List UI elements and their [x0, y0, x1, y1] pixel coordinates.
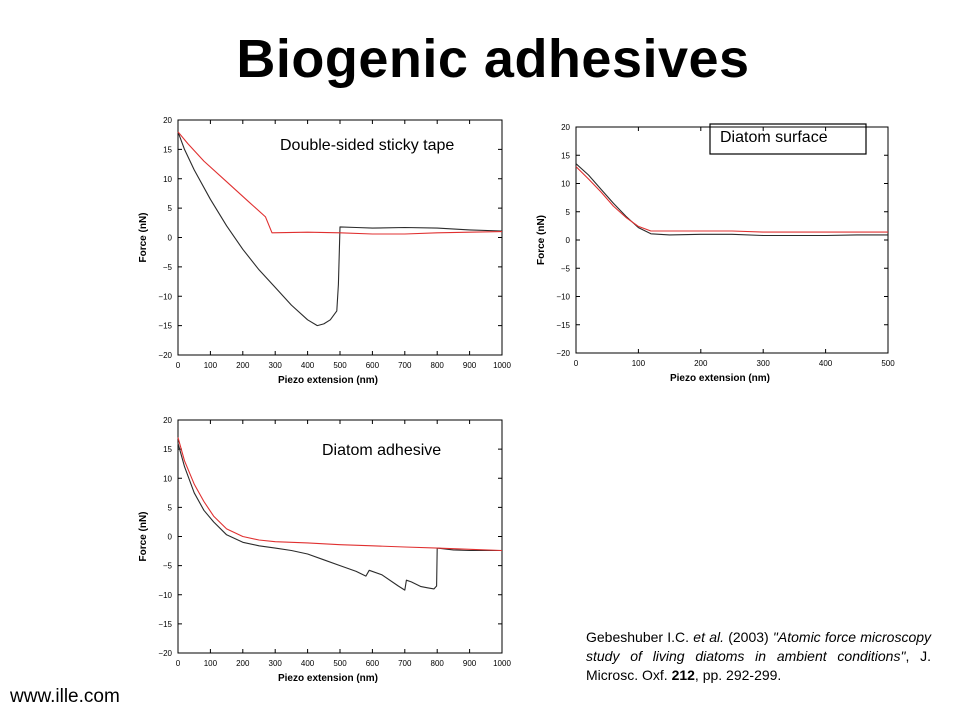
- x-tick-label: 1000: [493, 361, 511, 370]
- x-tick-label: 1000: [493, 659, 511, 668]
- x-tick-label: 300: [757, 359, 771, 368]
- y-tick-label: −15: [158, 620, 172, 629]
- x-tick-label: 200: [236, 361, 250, 370]
- y-tick-label: −10: [556, 293, 570, 302]
- x-tick-label: 500: [333, 659, 347, 668]
- x-tick-label: 900: [463, 659, 477, 668]
- chart-title: Diatom adhesive: [322, 442, 441, 459]
- y-tick-label: 15: [561, 151, 570, 160]
- citation-etal: et al.: [693, 629, 724, 645]
- y-tick-label: −5: [561, 264, 571, 273]
- x-axis-label: Piezo extension (nm): [670, 373, 770, 384]
- retract-curve: [177, 131, 503, 235]
- y-axis-label: Force (nN): [536, 215, 547, 265]
- x-tick-label: 100: [632, 359, 646, 368]
- citation-year: (2003): [728, 629, 769, 645]
- x-tick-label: 200: [694, 359, 708, 368]
- citation-paper-title: "Atomic force microscopy study of living…: [586, 629, 932, 664]
- citation-pages: , pp. 292-299.: [694, 667, 782, 683]
- x-tick-label: 0: [574, 359, 579, 368]
- y-tick-label: 15: [163, 145, 172, 154]
- approach-curve: [177, 443, 502, 591]
- y-tick-label: −10: [158, 591, 172, 600]
- chart-diatom-surface: 0 100 200 300 400 500 20 15 10 5 0 −5 −10 −15 −20 Piezo…: [536, 116, 906, 392]
- y-tick-label: 5: [168, 204, 173, 213]
- x-tick-label: 0: [176, 659, 181, 668]
- y-tick-label: −15: [158, 322, 172, 331]
- y-axis-label: Force (nN): [138, 512, 149, 562]
- x-tick-label: 700: [398, 361, 412, 370]
- chart-svg: 0 100 200 300 400 500 20 15 10 5 0 −5 −10 −15 −20 Piezo…: [536, 123, 895, 384]
- y-tick-label: 0: [168, 533, 173, 542]
- x-tick-label: 300: [269, 659, 283, 668]
- y-tick-label: −5: [163, 562, 173, 571]
- y-tick-label: 5: [566, 208, 571, 217]
- x-axis-label: Piezo extension (nm): [278, 375, 378, 386]
- y-tick-label: 15: [163, 445, 172, 454]
- x-axis-label: Piezo extension (nm): [278, 673, 378, 684]
- x-tick-label: 800: [431, 659, 445, 668]
- y-tick-label: 20: [163, 116, 172, 125]
- x-tick-label: 100: [204, 659, 218, 668]
- citation-authors: Gebeshuber I.C.: [586, 629, 690, 645]
- x-tick-label: 0: [176, 361, 181, 370]
- y-tick-label: −10: [158, 292, 172, 301]
- retract-curve: [575, 166, 888, 233]
- y-tick-label: 10: [163, 175, 172, 184]
- citation-journal: , J. Microsc. Oxf.: [586, 648, 931, 683]
- x-tick-label: 600: [366, 361, 380, 370]
- x-tick-label: 800: [431, 361, 445, 370]
- y-tick-label: 10: [561, 180, 570, 189]
- chart-svg: 0 100 200 300 400 500 600 700 800 900 1000 20 15 10 5 0…: [138, 416, 511, 684]
- x-tick-label: 500: [333, 361, 347, 370]
- approach-curve: [177, 131, 503, 327]
- x-tick-label: 300: [269, 361, 283, 370]
- x-tick-label: 600: [366, 659, 380, 668]
- approach-curve: [575, 163, 888, 237]
- x-tick-label: 700: [398, 659, 412, 668]
- chart-title: Diatom surface: [720, 129, 828, 146]
- y-tick-label: −20: [158, 351, 172, 360]
- x-tick-label: 200: [236, 659, 250, 668]
- x-tick-label: 400: [819, 359, 833, 368]
- x-tick-label: 900: [463, 361, 477, 370]
- y-tick-label: −15: [556, 321, 570, 330]
- x-tick-label: 400: [301, 361, 315, 370]
- x-tick-label: 400: [301, 659, 315, 668]
- citation-volume: 212: [671, 667, 695, 683]
- y-tick-label: −20: [556, 349, 570, 358]
- y-tick-label: 20: [561, 123, 570, 132]
- y-tick-label: −20: [158, 649, 172, 658]
- plot-frame: [575, 126, 889, 354]
- chart-diatom-adhesive: 0 100 200 300 400 500 600 700 800 900 1000 20 15 10 5 0…: [120, 410, 520, 694]
- retract-curve: [177, 437, 503, 552]
- y-tick-label: −5: [163, 263, 173, 272]
- chart-double-sided-tape: 0 100 200 300 400 500 600 700 800 900 1000 20 15 10 5 0…: [120, 112, 520, 400]
- website-url: www.ille.com: [10, 686, 120, 707]
- chart-svg: 0 100 200 300 400 500 600 700 800 900 1000 20 15 10 5 0…: [138, 116, 511, 386]
- y-tick-label: 0: [566, 236, 571, 245]
- y-tick-label: 10: [163, 474, 172, 483]
- x-tick-label: 500: [881, 359, 895, 368]
- y-tick-label: 5: [168, 503, 173, 512]
- y-tick-label: 20: [163, 416, 172, 425]
- y-axis-label: Force (nN): [138, 213, 149, 263]
- page-title: Biogenic adhesives: [236, 29, 750, 89]
- chart-title: Double-sided sticky tape: [280, 137, 454, 154]
- citation: Gebeshuber I.C. et al. (2003) "Atomic fo…: [586, 628, 931, 685]
- title-box: [709, 123, 867, 155]
- x-tick-label: 100: [204, 361, 218, 370]
- y-tick-label: 0: [168, 234, 173, 243]
